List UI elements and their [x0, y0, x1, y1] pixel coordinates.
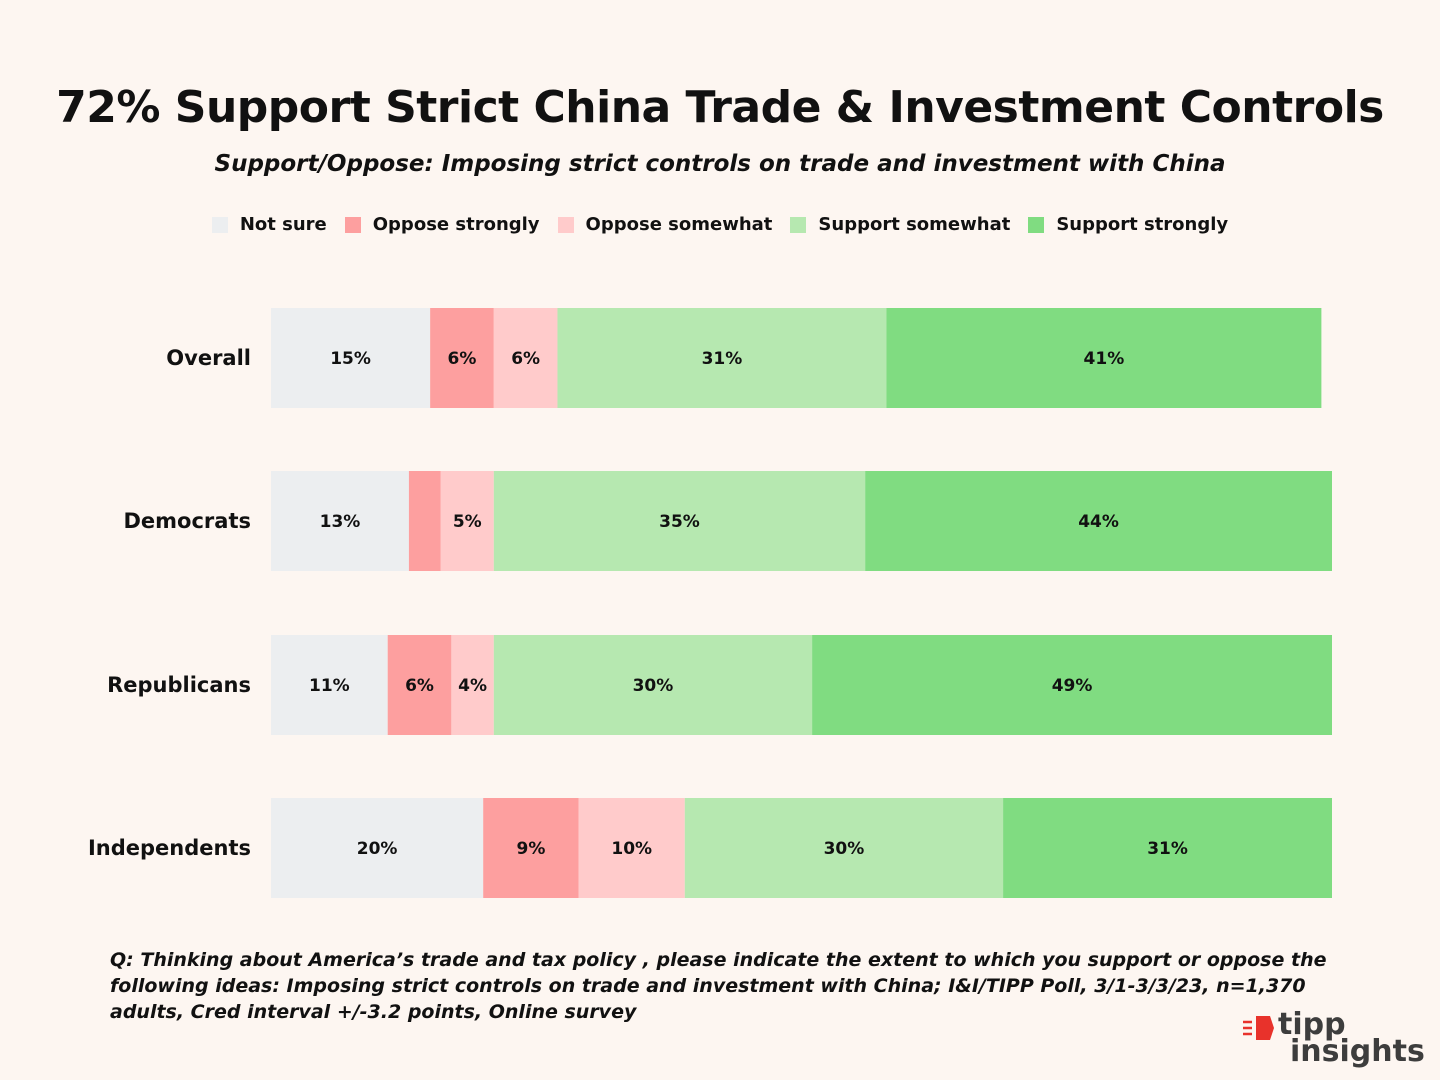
data-label: 35%	[659, 512, 700, 532]
bar-segment	[451, 635, 494, 735]
data-label: 9%	[517, 839, 546, 859]
legend-item-support-strongly: Support strongly	[1028, 214, 1228, 235]
legend-swatch	[557, 216, 574, 233]
data-label: 11%	[309, 676, 350, 696]
data-label: 20%	[357, 839, 398, 859]
data-label: 31%	[1147, 839, 1188, 859]
bar-segment	[1003, 798, 1332, 898]
legend-label: Oppose somewhat	[585, 214, 773, 235]
bar-segment	[578, 798, 685, 898]
bar-segment	[483, 798, 579, 898]
data-label: 4%	[458, 676, 487, 696]
bar-segment	[387, 635, 452, 735]
legend-swatch	[790, 216, 807, 233]
legend-item-not-sure: Not sure	[211, 214, 327, 235]
bar-segment	[271, 471, 409, 571]
data-label: 30%	[824, 839, 865, 859]
legend-label: Support strongly	[1056, 214, 1229, 235]
data-label: 13%	[320, 512, 361, 532]
data-label: 10%	[611, 839, 652, 859]
bar-segment	[493, 635, 813, 735]
data-label: 6%	[511, 349, 540, 369]
data-label: 30%	[633, 676, 674, 696]
bar-segment	[684, 798, 1004, 898]
tipp-insights-logo: tipp insights	[1240, 1010, 1425, 1070]
bar-segment	[493, 471, 866, 571]
bar-segment	[440, 471, 494, 571]
data-label: 49%	[1052, 676, 1093, 696]
logo-flag-icon	[1243, 1016, 1274, 1040]
legend-swatch	[1028, 216, 1045, 233]
logo-word-tipp: tipp	[1278, 1007, 1346, 1042]
legend: Not sure Oppose strongly Oppose somewhat…	[0, 214, 1440, 235]
legend-label: Oppose strongly	[372, 214, 540, 235]
data-label: 44%	[1078, 512, 1119, 532]
footnote: Q: Thinking about America’s trade and ta…	[110, 949, 1327, 1023]
bar-segment	[271, 798, 484, 898]
data-label: 41%	[1084, 349, 1125, 369]
legend-label: Not sure	[239, 214, 327, 235]
bar-segment	[408, 471, 441, 571]
category-label: Independents	[88, 836, 251, 860]
data-label: 15%	[330, 349, 371, 369]
bar-segment	[430, 308, 494, 408]
bar-segment	[812, 635, 1332, 735]
legend-item-support-somewhat: Support somewhat	[790, 214, 1010, 235]
bar-segment	[886, 308, 1322, 408]
data-label: 5%	[453, 512, 482, 532]
chart-title: 72% Support Strict China Trade & Investm…	[56, 82, 1384, 133]
logo-word-insights: insights	[1290, 1034, 1425, 1069]
bar-segment	[865, 471, 1332, 571]
data-label: 31%	[702, 349, 743, 369]
legend-swatch	[344, 216, 361, 233]
category-label: Republicans	[107, 673, 251, 697]
stacked-bar-chart: Overall 15% 6% 6% 31% 41% Democrats 13% 5% 35% 44%…	[88, 308, 1332, 898]
bar-segment	[557, 308, 887, 408]
bar-segment	[271, 635, 388, 735]
bar-segment	[493, 308, 558, 408]
legend-label: Support somewhat	[818, 214, 1011, 235]
category-label: Overall	[166, 346, 251, 370]
chart-subtitle: Support/Oppose: Imposing strict controls…	[214, 151, 1226, 177]
data-label: 6%	[448, 349, 477, 369]
bar-segment	[271, 308, 431, 408]
legend-swatch	[211, 216, 228, 233]
category-label: Democrats	[124, 509, 252, 533]
data-label: 6%	[405, 676, 434, 696]
legend-item-oppose-strongly: Oppose strongly	[344, 214, 540, 235]
legend-item-oppose-somewhat: Oppose somewhat	[557, 214, 773, 235]
